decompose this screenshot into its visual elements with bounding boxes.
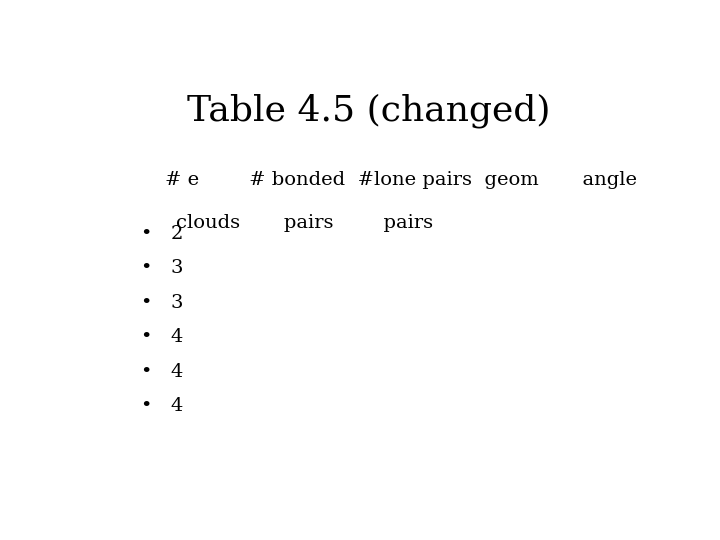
Text: 2: 2: [171, 225, 184, 243]
Text: •: •: [140, 397, 151, 415]
Text: •: •: [140, 363, 151, 381]
Text: Table 4.5 (changed): Table 4.5 (changed): [187, 94, 551, 129]
Text: 4: 4: [171, 397, 184, 415]
Text: •: •: [140, 225, 151, 243]
Text: 3: 3: [171, 294, 184, 312]
Text: •: •: [140, 328, 151, 347]
Text: •: •: [140, 294, 151, 312]
Text: 3: 3: [171, 259, 184, 278]
Text: # e        # bonded  #lone pairs  geom       angle: # e # bonded #lone pairs geom angle: [166, 171, 637, 189]
Text: 4: 4: [171, 363, 184, 381]
Text: 4: 4: [171, 328, 184, 347]
Text: clouds       pairs        pairs: clouds pairs pairs: [176, 214, 433, 233]
Text: •: •: [140, 259, 151, 278]
